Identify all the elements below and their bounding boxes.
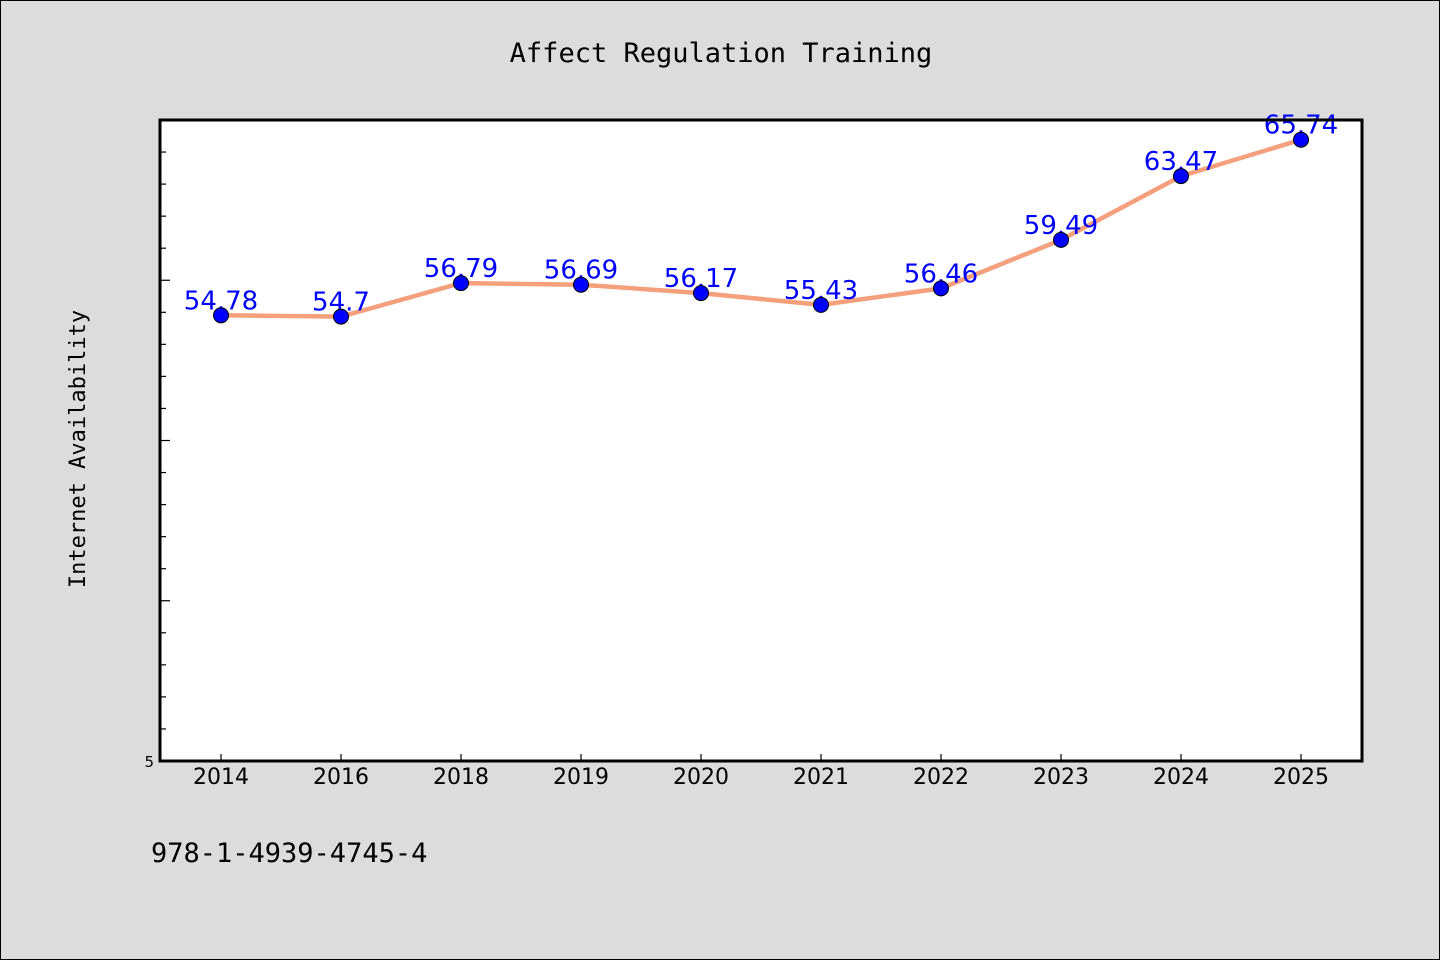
data-point — [1293, 131, 1309, 148]
chart-title: Affect Regulation Training — [510, 38, 933, 69]
data-point — [693, 285, 709, 302]
data-point — [453, 275, 469, 292]
series-line — [218, 137, 1304, 319]
data-point — [333, 308, 349, 325]
x-tick-label: 2021 — [793, 765, 849, 790]
data-point — [1173, 168, 1189, 185]
data-point — [1053, 231, 1069, 248]
x-tick-label: 2019 — [553, 765, 609, 790]
x-tick-label: 2016 — [313, 765, 369, 790]
x-tick-label: 2014 — [193, 765, 249, 790]
x-tick-label: 2024 — [1153, 765, 1209, 790]
x-tick-label: 2018 — [433, 765, 489, 790]
footer-code: 978-1-4939-4745-4 — [151, 838, 427, 869]
plot-area — [160, 120, 1362, 761]
data-point — [213, 307, 229, 324]
y-axis-label: Internet Availability — [66, 310, 91, 588]
series-layer — [218, 137, 1304, 319]
data-point — [813, 296, 829, 313]
x-tick-label: 2023 — [1033, 765, 1089, 790]
x-tick-label: 2022 — [913, 765, 969, 790]
x-axis-ticks: 2014 2016 2018 2019 2020 2021 2022 2023 2024 2025 — [193, 754, 1329, 790]
data-point — [573, 276, 589, 293]
x-tick-label: 2025 — [1273, 765, 1329, 790]
x-tick-label: 2020 — [673, 765, 729, 790]
data-point — [933, 280, 949, 297]
plot-frame — [158, 118, 1364, 763]
data-labels: 54.78 54.756.79 56.69 56.17 55.4356.4659.496… — [184, 111, 1338, 325]
y-tick-label: 5 — [144, 753, 154, 771]
